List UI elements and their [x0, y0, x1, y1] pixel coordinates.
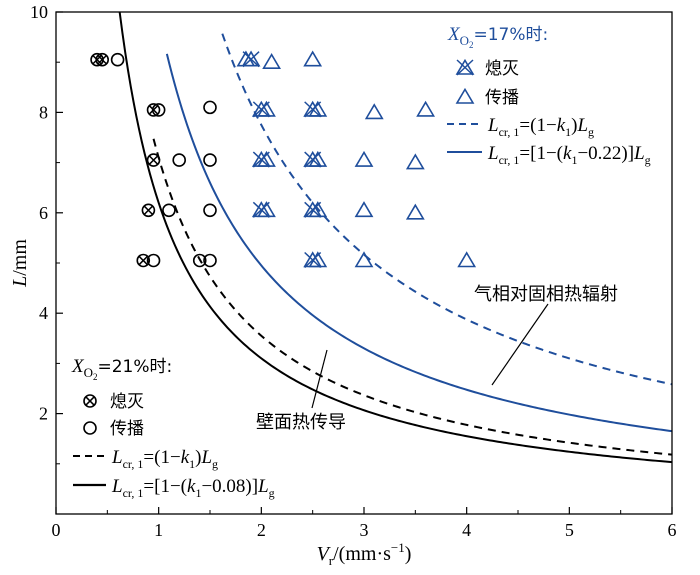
o17-extinct-point	[303, 100, 323, 118]
legend-o17-propagate-symbol	[455, 87, 475, 104]
legend-o17-extinct-label: 熄灭	[485, 59, 519, 79]
legend-o21-propagate-label: 传播	[110, 419, 144, 439]
y-tick-label: 6	[39, 203, 48, 223]
legend-o21: XO2=21%时: 熄灭 传播 Lcr, 1=(1−k1)Lg Lcr, 1=[…	[71, 356, 275, 500]
o17-propagate-point	[405, 153, 425, 170]
o21-extinct-point	[146, 103, 161, 117]
legend-o21-dash-eq: Lcr, 1=(1−k1)Lg	[111, 447, 218, 471]
o21-propagate-point	[203, 153, 217, 167]
x-axis-label: Vr/(mm·s−1)	[317, 540, 412, 568]
o17-propagate-point	[457, 251, 477, 268]
o21-propagate-point	[203, 253, 217, 268]
o21-extinct-point	[146, 153, 161, 167]
legend-o21-extinct-label: 熄灭	[110, 392, 144, 412]
legend-o17-dash-eq: Lcr, 1=(1−k1)Lg	[487, 115, 594, 139]
curve-c17_solid	[165, 53, 673, 433]
x-tick-label: 6	[668, 520, 677, 540]
o17-propagate-point	[416, 100, 435, 117]
legend-o17-extinct-symbol	[455, 58, 475, 76]
y-tick-label: 8	[39, 102, 48, 122]
curve-layer	[118, 11, 673, 464]
conduction-pointer	[311, 349, 328, 409]
x-tick-label: 4	[462, 520, 471, 540]
curve-c21_solid	[118, 11, 673, 464]
legend-o21-extinct-marker	[83, 394, 97, 408]
o17-propagate-point	[364, 103, 384, 120]
o21-extinct-point	[141, 203, 156, 218]
o17-propagate-point	[354, 201, 374, 218]
y-axis-label: L/mm	[9, 239, 31, 288]
y-tick-label: 2	[39, 404, 48, 424]
legend-o17-propagate-marker	[455, 87, 475, 104]
o17-extinct-point	[303, 251, 323, 269]
annotation-radiation: 气相对固相热辐射	[474, 284, 618, 305]
legend-o21-propagate-symbol	[83, 421, 97, 435]
o17-extinct-point	[303, 150, 323, 168]
o21-propagate-point	[203, 100, 217, 115]
y-tick-label: 4	[39, 303, 48, 323]
x-tick-label: 5	[565, 520, 574, 540]
legend-o21-solid-eq: Lcr, 1=[1−(k1−0.08)]Lg	[111, 476, 275, 500]
o17-extinct-point	[251, 150, 271, 168]
marker-layer	[90, 50, 477, 269]
o21-propagate-point	[162, 203, 176, 218]
o17-propagate-point	[354, 251, 374, 268]
o17-extinct-point	[241, 50, 261, 68]
o21-propagate-point	[192, 253, 207, 268]
legend-o17: XO2=17%时: 熄灭 传播 Lcr, 1=(1−k1)Lg Lcr, 1=[…	[447, 24, 651, 167]
o17-propagate-point	[405, 203, 425, 220]
curve-c17_dash	[221, 33, 673, 386]
radiation-pointer	[491, 303, 549, 386]
o17-propagate-point	[303, 50, 323, 67]
legend-o21-title: XO2=21%时:	[71, 356, 172, 382]
o21-extinct-point	[95, 52, 109, 67]
legend-o21-propagate-marker	[83, 421, 97, 435]
o21-propagate-point	[146, 253, 161, 268]
o21-propagate-point	[110, 52, 125, 67]
o21-propagate-point	[203, 203, 217, 218]
x-tick-label: 1	[154, 520, 163, 540]
o21-extinct-point	[136, 253, 151, 268]
x-tick-label: 3	[360, 520, 369, 540]
legend-o17-title: XO2=17%时:	[447, 24, 548, 50]
curve-c21_dash	[152, 138, 673, 456]
axis-ticks: 0 1 2 3 4 5 6 2 4 6 8 10	[30, 2, 677, 540]
x-tick-label: 0	[52, 520, 61, 540]
x-tick-label: 2	[257, 520, 266, 540]
legend-o17-solid-eq: Lcr, 1=[1−(k1−0.22)]Lg	[487, 143, 651, 167]
legend-o17-propagate-label: 传播	[485, 88, 519, 108]
o17-propagate-point	[262, 53, 281, 69]
o17-extinct-point	[251, 100, 271, 118]
legend-o21-extinct-symbol	[83, 394, 97, 408]
legend-o17-extinct-marker	[455, 58, 475, 76]
o21-propagate-point	[172, 153, 186, 167]
annotation-conduction: 壁面热传导	[256, 412, 346, 433]
o17-extinct-point	[303, 201, 323, 218]
y-tick-label: 10	[30, 2, 48, 22]
o17-extinct-point	[251, 201, 271, 218]
o17-propagate-point	[354, 150, 374, 167]
